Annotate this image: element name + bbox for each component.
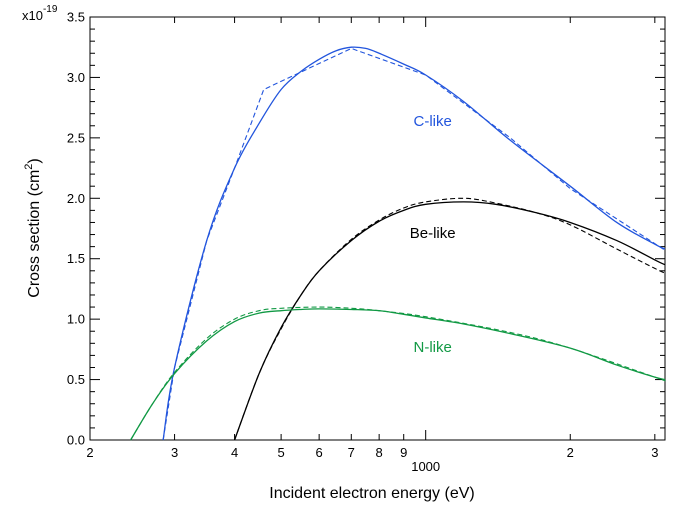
x-minor-tick-label: 6	[316, 445, 323, 460]
series-curves	[130, 46, 666, 441]
series-c-like-dashed-line	[162, 47, 666, 441]
x-minor-tick-label: 4	[231, 445, 238, 460]
x-minor-tick-label: 9	[400, 445, 407, 460]
x-minor-tick-label: 8	[376, 445, 383, 460]
series-label-c-like: C-like	[414, 113, 452, 130]
series-c-like-solid-line	[162, 46, 666, 441]
y-tick-label: 0.0	[67, 433, 85, 448]
y-tick-label: 3.0	[67, 70, 85, 85]
x-minor-tick-label: 3	[171, 445, 178, 460]
series-n-like-dashed-line	[130, 306, 666, 441]
series-labels: C-like Be-like N-like	[410, 113, 456, 356]
y-tick-label: 2.0	[67, 191, 85, 206]
x-minor-tick-label: 5	[277, 445, 284, 460]
y-tick-label: 1.0	[67, 312, 85, 327]
y-axis-title: Cross section (cm2)	[23, 158, 43, 297]
x-minor-tick-label: 7	[348, 445, 355, 460]
x-minor-tick-label: 2	[567, 445, 574, 460]
series-label-be-like: Be-like	[410, 225, 456, 242]
series-be-like-dashed-line	[234, 197, 666, 441]
y-tick-label: 2.5	[67, 130, 85, 145]
x-minor-tick-label: 2	[86, 445, 93, 460]
x-major-tick-label: 1000	[411, 459, 440, 474]
x-minor-tick-label: 3	[651, 445, 658, 460]
y-multiplier-base: x10	[22, 8, 43, 23]
y-multiplier: x10-19	[22, 4, 58, 23]
series-label-n-like: N-like	[414, 339, 452, 356]
x-axis-title: Incident electron energy (eV)	[269, 485, 474, 502]
y-tick-label: 3.5	[67, 10, 85, 25]
y-tick-label: 0.5	[67, 372, 85, 387]
y-axis-title-close: )	[26, 158, 43, 163]
y-tick-label: 1.5	[67, 251, 85, 266]
y-axis-title-main: Cross section (cm	[26, 170, 43, 298]
axis-ticks: 0.0 0.5 1.0 1.5 2.0 2.5 3.0 3.5 2 3 4 5 6 7 8 9 2 3 1000	[67, 10, 665, 474]
y-axis-title-exponent: 2	[23, 164, 35, 170]
y-multiplier-exponent: -19	[43, 4, 58, 15]
series-n-like-solid-line	[130, 308, 666, 441]
plot-frame	[89, 16, 666, 441]
